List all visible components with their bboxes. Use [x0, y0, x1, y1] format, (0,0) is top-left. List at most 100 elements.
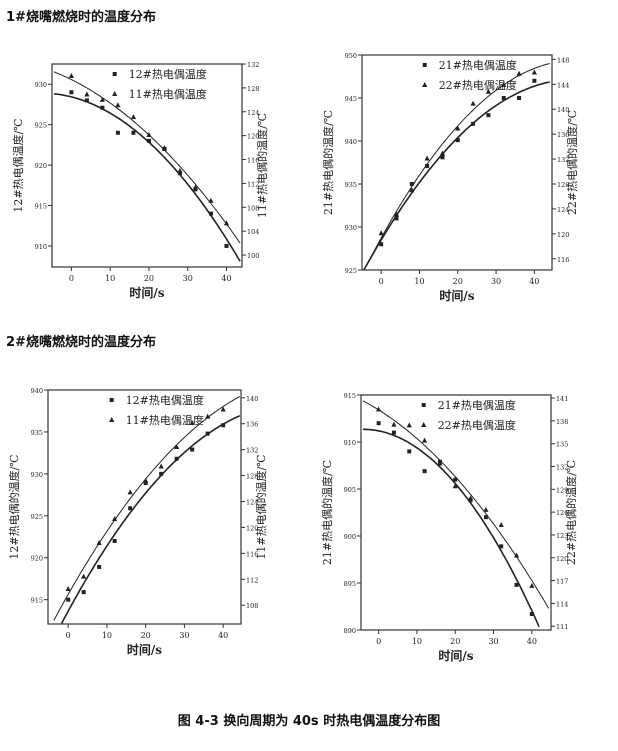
data-point-square — [112, 538, 117, 543]
data-point-triangle — [376, 406, 382, 412]
data-point-triangle — [68, 72, 74, 78]
data-point-square — [529, 612, 534, 617]
data-point-square — [422, 469, 427, 474]
data-point-square — [143, 481, 148, 486]
plot-frame — [47, 389, 242, 625]
x-tick-label: 20 — [141, 631, 151, 640]
data-point-triangle — [81, 573, 87, 579]
figure-caption: 图 4-3 换向周期为 40s 时热电偶温度分布图 — [177, 714, 441, 729]
y-left-tick-label: 930 — [35, 81, 47, 89]
data-point-square — [174, 456, 179, 461]
legend-label: 22#热电偶温度 — [438, 418, 516, 432]
y-right-tick-label: 141 — [556, 395, 568, 403]
data-point-triangle — [439, 150, 446, 156]
data-point-square — [379, 242, 384, 247]
y-right-tick-label: 112 — [247, 180, 259, 188]
y-right-tick-label: 108 — [247, 204, 259, 212]
y-left-axis-label: 12#热电偶温度/℃ — [11, 118, 25, 212]
data-point-square — [483, 515, 488, 520]
legend-marker-square — [109, 398, 114, 402]
data-point-triangle — [467, 495, 474, 501]
data-point-square — [407, 449, 412, 454]
data-point-square — [486, 113, 491, 118]
y-right-tick-label: 116 — [247, 157, 259, 165]
y-right-tick-label: 136 — [246, 421, 258, 429]
x-tick-label: 0 — [66, 631, 71, 640]
data-point-triangle — [424, 155, 430, 161]
y-right-axis-label: 11#热电偶的温度/℃ — [255, 113, 269, 218]
x-tick-label: 20 — [144, 274, 154, 283]
y-left-tick-label: 920 — [31, 555, 43, 563]
data-point-square — [499, 544, 504, 549]
y-right-tick-label: 128 — [557, 181, 569, 189]
legend-label: 12#热电偶温度 — [129, 67, 207, 81]
x-tick-label: 20 — [453, 277, 463, 286]
y-right-tick-label: 144 — [557, 81, 569, 89]
y-right-tick-label: 124 — [246, 498, 258, 506]
y-left-tick-label: 920 — [35, 162, 47, 170]
data-point-triangle — [498, 522, 504, 528]
legend-marker-triangle — [112, 91, 118, 96]
y-right-tick-label: 126 — [556, 509, 568, 517]
data-point-square — [391, 430, 396, 435]
data-point-triangle — [65, 585, 71, 591]
section-1-title: 1#烧嘴燃烧时的温度分布 — [6, 10, 156, 25]
y-right-axis-label: 22#热电偶的温度/℃ — [564, 460, 578, 565]
trend-line-triangle — [365, 63, 550, 268]
y-right-tick-label: 120 — [247, 133, 259, 141]
data-point-triangle — [189, 420, 195, 426]
y-left-tick-label: 930 — [31, 471, 43, 479]
y-right-tick-label: 135 — [556, 441, 568, 449]
data-point-square — [440, 155, 445, 160]
legend-label: 11#热电偶温度 — [129, 87, 207, 101]
data-point-triangle — [393, 211, 400, 217]
data-point-square — [517, 96, 522, 100]
x-tick-label: 40 — [529, 277, 539, 286]
y-right-axis-label: 11#热电偶的温度/℃ — [254, 454, 268, 559]
y-right-tick-label: 140 — [557, 106, 569, 114]
legend-label: 22#热电偶温度 — [439, 78, 517, 92]
data-point-square — [453, 477, 458, 482]
legend-marker-triangle — [421, 422, 427, 427]
x-tick-label: 10 — [105, 274, 115, 283]
y-right-tick-label: 116 — [557, 256, 569, 264]
data-point-square — [205, 431, 210, 436]
y-left-axis-label: 21#热电偶的温度/℃ — [321, 110, 335, 215]
data-point-square — [100, 105, 105, 110]
data-point-triangle — [158, 463, 164, 469]
x-axis-label: 时间/s — [129, 285, 164, 300]
data-point-triangle — [409, 187, 415, 193]
legend-label: 21#热电偶温度 — [438, 398, 516, 412]
y-right-tick-label: 124 — [557, 206, 569, 214]
legend-label: 12#热电偶温度 — [126, 393, 204, 407]
y-right-tick-label: 140 — [246, 395, 258, 403]
legend-marker-triangle — [422, 82, 428, 87]
data-point-triangle — [529, 582, 535, 588]
y-right-tick-label: 112 — [246, 576, 258, 584]
x-tick-label: 40 — [218, 631, 228, 640]
data-point-triangle — [378, 230, 384, 236]
y-right-tick-label: 116 — [246, 550, 258, 558]
data-point-square — [131, 130, 136, 135]
data-point-square — [514, 582, 519, 587]
y-right-tick-label: 129 — [556, 486, 568, 494]
y-left-tick-label: 890 — [344, 627, 356, 635]
y-left-tick-label: 900 — [344, 533, 356, 541]
data-point-square — [501, 96, 506, 100]
legend-marker-square — [421, 403, 426, 407]
y-left-tick-label: 930 — [345, 224, 357, 232]
data-point-square — [97, 564, 102, 569]
x-tick-label: 30 — [488, 637, 498, 646]
y-right-tick-label: 132 — [556, 463, 568, 471]
x-tick-label: 0 — [69, 274, 74, 283]
x-tick-label: 30 — [183, 274, 193, 283]
y-right-tick-label: 117 — [556, 578, 568, 586]
plot-frame — [361, 54, 553, 271]
data-point-triangle — [501, 81, 507, 87]
x-tick-label: 40 — [221, 274, 231, 283]
x-axis-label: 时间/s — [127, 642, 162, 657]
data-point-triangle — [161, 145, 168, 151]
section-2-title: 2#烧嘴燃烧时的温度分布 — [6, 335, 156, 350]
y-right-tick-label: 136 — [557, 131, 569, 139]
